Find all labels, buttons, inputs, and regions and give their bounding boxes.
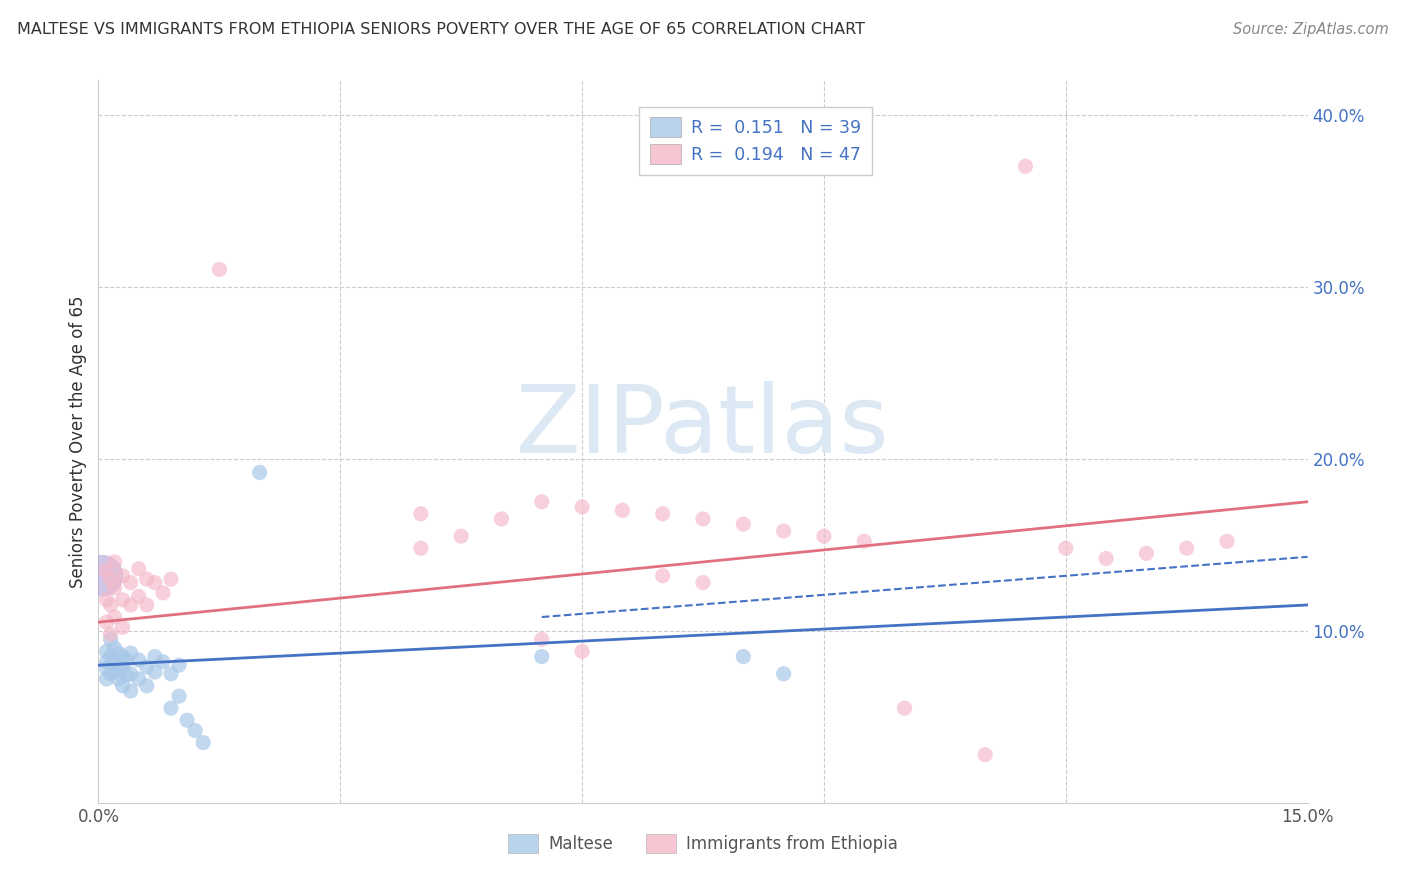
Point xyxy=(143,665,166,679)
Point xyxy=(772,524,794,538)
Point xyxy=(111,649,134,664)
Point xyxy=(111,592,134,607)
Point xyxy=(167,658,190,673)
Point xyxy=(1014,159,1036,173)
Point xyxy=(160,666,183,681)
Point xyxy=(135,572,157,586)
Point xyxy=(184,723,207,738)
Point xyxy=(160,701,183,715)
Point xyxy=(409,541,432,556)
Point xyxy=(1095,551,1118,566)
Point xyxy=(107,672,129,686)
Point xyxy=(96,662,118,676)
Point xyxy=(96,564,118,578)
Text: MALTESE VS IMMIGRANTS FROM ETHIOPIA SENIORS POVERTY OVER THE AGE OF 65 CORRELATI: MALTESE VS IMMIGRANTS FROM ETHIOPIA SENI… xyxy=(17,22,865,37)
Point xyxy=(160,572,183,586)
Point xyxy=(128,562,150,576)
Point xyxy=(100,572,122,586)
Point xyxy=(103,640,125,655)
Text: Source: ZipAtlas.com: Source: ZipAtlas.com xyxy=(1233,22,1389,37)
Point xyxy=(96,615,118,630)
Point xyxy=(100,649,122,664)
Point xyxy=(152,586,174,600)
Point xyxy=(111,568,134,582)
Point xyxy=(409,507,432,521)
Point xyxy=(1216,534,1239,549)
Point xyxy=(103,665,125,679)
Point xyxy=(733,517,755,532)
Point xyxy=(249,466,271,480)
Point xyxy=(107,662,129,676)
Point xyxy=(111,660,134,674)
Point xyxy=(974,747,997,762)
Point xyxy=(115,653,138,667)
Point xyxy=(853,534,876,549)
Point xyxy=(1175,541,1198,556)
Point xyxy=(128,653,150,667)
Point xyxy=(208,262,231,277)
Point xyxy=(96,592,118,607)
Point xyxy=(115,668,138,682)
Point xyxy=(135,598,157,612)
Point xyxy=(1054,541,1077,556)
Point xyxy=(450,529,472,543)
Point xyxy=(103,581,125,595)
Point xyxy=(143,575,166,590)
Point xyxy=(135,660,157,674)
Point xyxy=(530,632,553,647)
Point xyxy=(143,649,166,664)
Point xyxy=(733,649,755,664)
Point xyxy=(111,620,134,634)
Point xyxy=(103,655,125,669)
Point xyxy=(120,684,142,698)
Point xyxy=(651,507,673,521)
Point xyxy=(176,713,198,727)
Point xyxy=(530,649,553,664)
Point xyxy=(100,598,122,612)
Point xyxy=(111,679,134,693)
Point xyxy=(103,555,125,569)
Point xyxy=(571,644,593,658)
Point xyxy=(571,500,593,514)
Point xyxy=(103,610,125,624)
Point xyxy=(692,575,714,590)
Point xyxy=(107,646,129,660)
Point xyxy=(120,666,142,681)
Point xyxy=(135,679,157,693)
Point xyxy=(692,512,714,526)
Y-axis label: Seniors Poverty Over the Age of 65: Seniors Poverty Over the Age of 65 xyxy=(69,295,87,588)
Point xyxy=(120,575,142,590)
Text: ZIPatlas: ZIPatlas xyxy=(516,381,890,473)
Point xyxy=(612,503,634,517)
Point xyxy=(96,672,118,686)
Point xyxy=(491,512,513,526)
Point xyxy=(193,735,215,749)
Point xyxy=(100,632,122,647)
Point xyxy=(651,568,673,582)
Point xyxy=(152,655,174,669)
Point xyxy=(128,672,150,686)
Point xyxy=(100,666,122,681)
Point xyxy=(1135,546,1157,560)
Point xyxy=(530,494,553,508)
Point xyxy=(120,598,142,612)
Point xyxy=(91,568,114,582)
Point xyxy=(96,644,118,658)
Point xyxy=(772,666,794,681)
Legend: Maltese, Immigrants from Ethiopia: Maltese, Immigrants from Ethiopia xyxy=(502,827,904,860)
Point xyxy=(100,627,122,641)
Point xyxy=(167,689,190,703)
Point xyxy=(120,646,142,660)
Point xyxy=(96,655,118,669)
Point xyxy=(128,590,150,604)
Point xyxy=(813,529,835,543)
Point xyxy=(893,701,915,715)
